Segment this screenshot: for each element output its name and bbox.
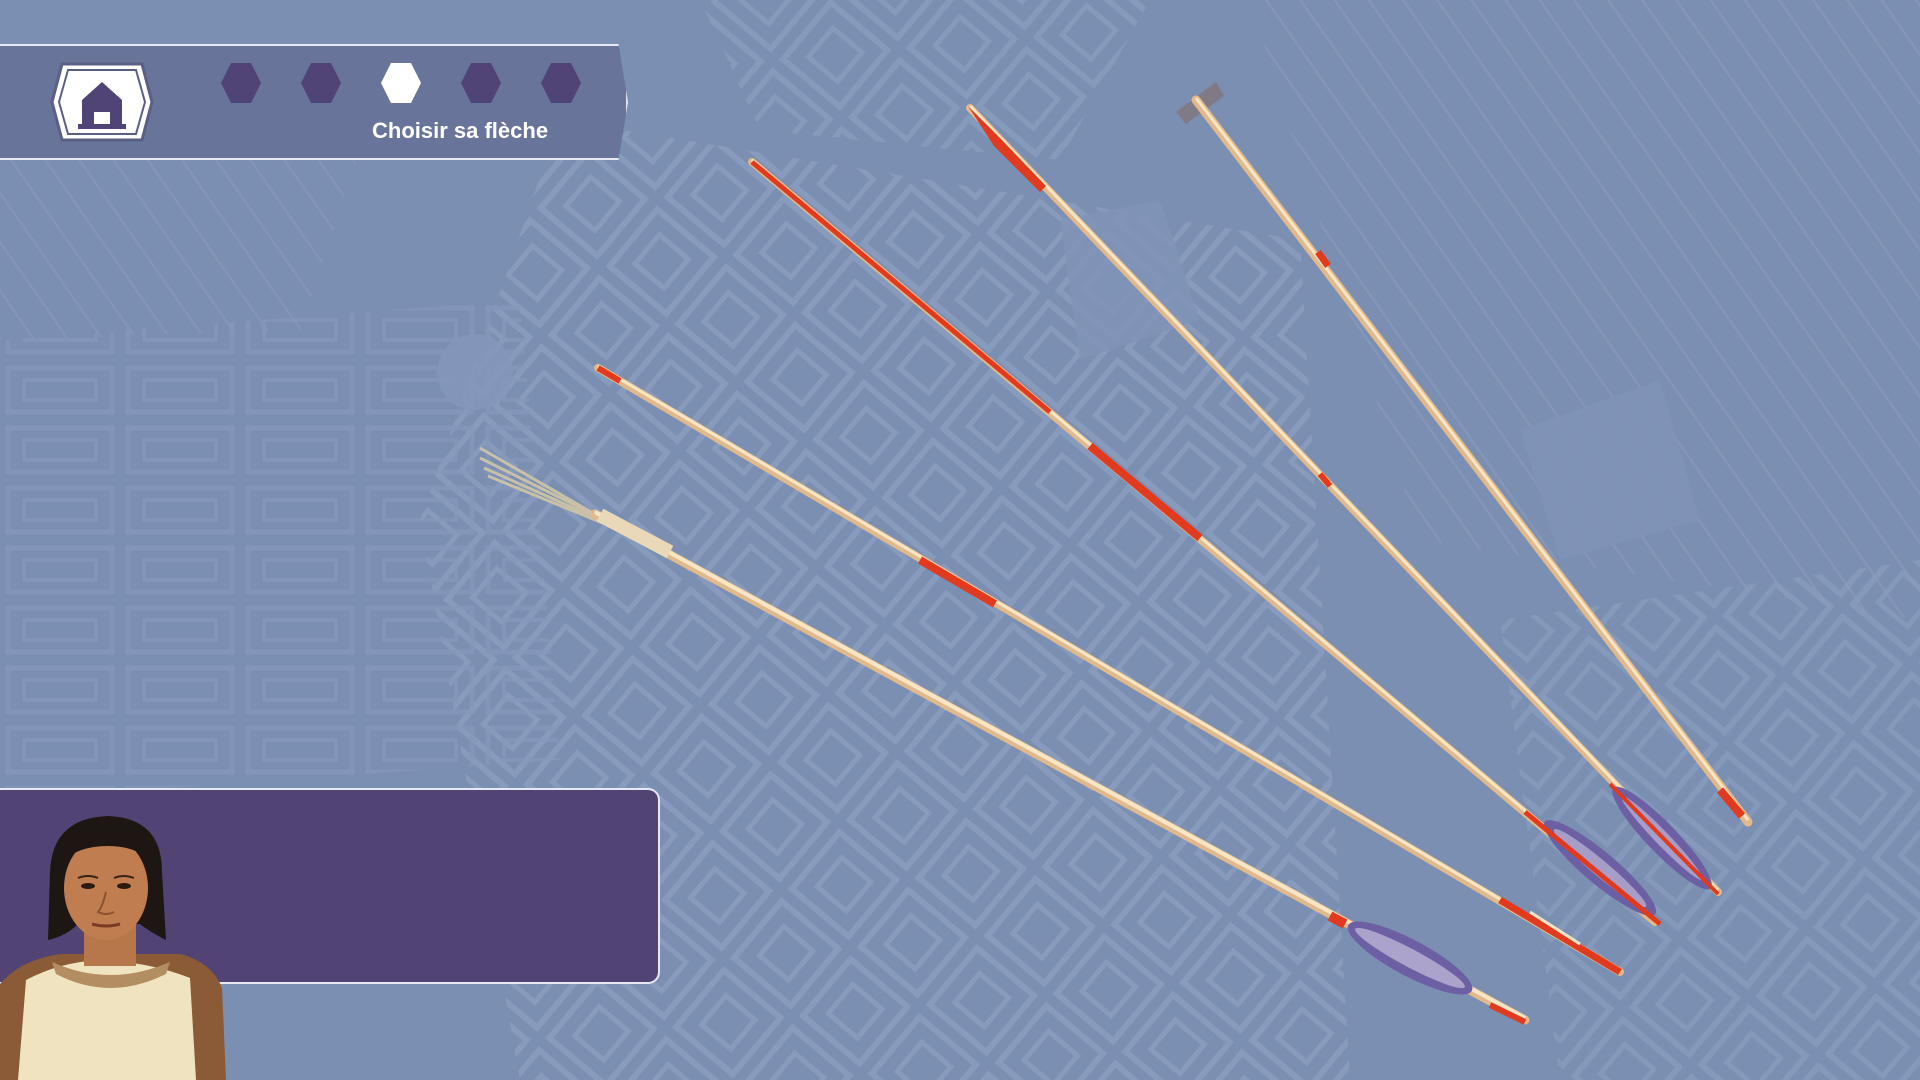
character-portrait <box>0 816 226 1080</box>
arrow-blunt[interactable] <box>1176 82 1753 827</box>
arrow-barbed[interactable] <box>966 104 1722 899</box>
home-button[interactable] <box>50 62 154 142</box>
arrow-red-tip-long[interactable] <box>748 158 1665 927</box>
arrow-red-shaft[interactable] <box>594 364 1624 976</box>
progress-step-2 <box>301 63 341 103</box>
progress-step-1 <box>221 63 261 103</box>
home-icon <box>50 62 154 142</box>
progress-step-5 <box>541 63 581 103</box>
step-label: Choisir sa flèche <box>372 118 549 143</box>
progress-step-4 <box>461 63 501 103</box>
progress-step-3-current <box>381 63 421 103</box>
arrow-fish-spear[interactable] <box>479 446 1530 1025</box>
